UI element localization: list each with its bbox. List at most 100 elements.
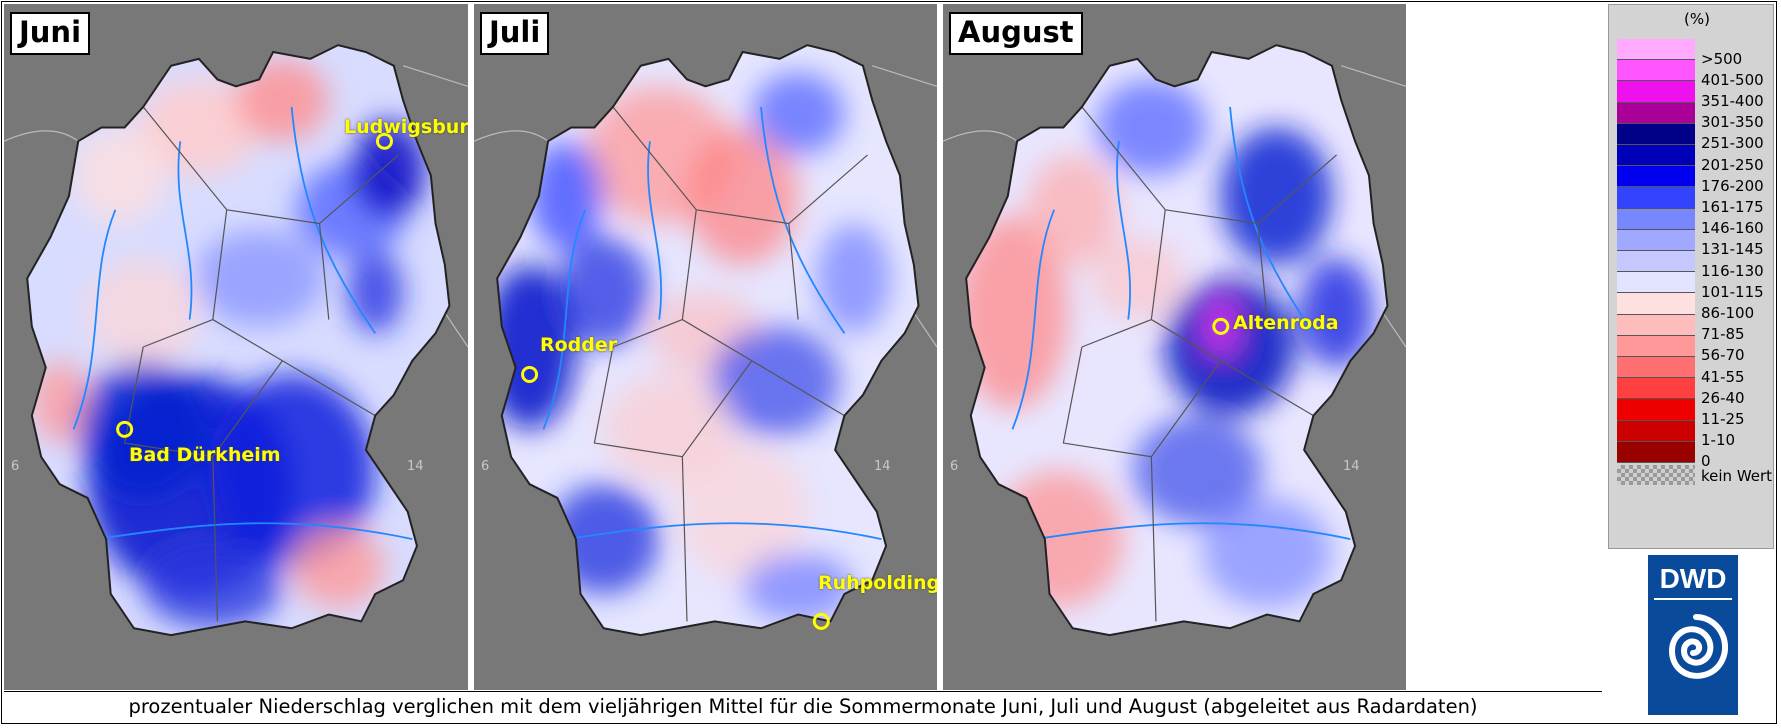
anomaly-region <box>73 127 167 224</box>
legend-label: 351-400 <box>1701 91 1764 110</box>
longitude-label: 6 <box>950 459 959 474</box>
legend-class: 86-100 <box>1613 293 1771 322</box>
legend-label: 56-70 <box>1701 346 1745 365</box>
legend-no-data: kein Wert <box>1613 465 1772 489</box>
anomaly-region <box>1091 237 1184 320</box>
river <box>1011 106 1351 540</box>
place-label-bad-duerkheim: Bad Dürkheim <box>129 444 281 466</box>
legend-swatch <box>1617 378 1695 400</box>
location-marker <box>116 420 134 438</box>
legend-label: 176-200 <box>1701 176 1764 195</box>
anomaly-region <box>208 374 376 567</box>
anomaly-region <box>1299 257 1374 368</box>
legend-swatch <box>1617 102 1695 124</box>
anomaly-region <box>603 374 734 485</box>
longitude-label: 14 <box>1343 459 1360 474</box>
legend-swatch <box>1617 145 1695 167</box>
anomaly-region <box>529 141 604 251</box>
dwd-logo: DWD <box>1648 555 1738 715</box>
legend-swatch <box>1617 441 1695 463</box>
legend-swatch <box>1617 187 1695 209</box>
neighbour-border <box>943 65 1406 348</box>
anomaly-region <box>710 326 840 437</box>
legend-label: 131-145 <box>1701 240 1764 259</box>
longitude-label: 6 <box>481 459 490 474</box>
map-panel-juni: Juni Ludwigsburg Bad Dürkheim 6 14 <box>4 4 468 690</box>
country-border <box>965 44 1389 637</box>
legend-label: 11-25 <box>1701 409 1745 428</box>
legend-label: 41-55 <box>1701 367 1745 386</box>
anomaly-region <box>548 484 660 594</box>
anomaly-region <box>1132 415 1263 526</box>
state-border <box>593 106 868 622</box>
anomaly-region <box>87 257 199 368</box>
anomaly-region <box>194 230 325 327</box>
precipitation-map-juli <box>474 44 937 637</box>
legend-swatch <box>1617 60 1695 82</box>
place-label-rodder: Rodder <box>540 334 618 356</box>
legend-class: 201-250 <box>1613 145 1771 174</box>
legend-class: 0 <box>1613 441 1771 470</box>
germany-area <box>27 45 450 636</box>
legend-label: 86-100 <box>1701 303 1755 322</box>
anomaly-region <box>1026 154 1119 265</box>
legend-swatch <box>1617 229 1695 251</box>
legend-swatch <box>1617 208 1695 230</box>
longitude-label: 6 <box>11 459 20 474</box>
legend-label: 251-300 <box>1701 134 1764 153</box>
svg-text:DWD: DWD <box>1660 563 1727 594</box>
month-label: August <box>949 12 1083 55</box>
anomaly-region <box>1206 298 1235 354</box>
legend-class: 351-400 <box>1613 81 1771 110</box>
anomaly-region <box>1165 278 1295 416</box>
country-border <box>26 44 451 637</box>
legend-class: 146-160 <box>1613 208 1771 237</box>
legend-class: 251-300 <box>1613 123 1771 152</box>
legend-label: 401-500 <box>1701 70 1764 89</box>
river <box>542 106 882 540</box>
anomaly-region <box>1202 497 1332 608</box>
legend-swatch <box>1617 272 1695 294</box>
month-label: Juli <box>480 12 550 55</box>
legend-class: 26-40 <box>1613 378 1771 407</box>
germany-area <box>966 45 1388 636</box>
anomaly-region <box>291 525 385 608</box>
color-legend: (%) >500 401-500 351-400 301-350 251-300 201-… <box>1608 4 1774 549</box>
legend-class: 11-25 <box>1613 399 1771 428</box>
place-label-ruhpolding: Ruhpolding <box>818 572 937 594</box>
legend-swatch-no-data <box>1617 465 1695 485</box>
legend-swatch <box>1617 314 1695 336</box>
legend-label: 201-250 <box>1701 155 1764 174</box>
map-panel-juli: Juli Rodder Ruhpolding 6 14 <box>474 4 937 690</box>
location-marker <box>521 365 539 383</box>
legend-class: 176-200 <box>1613 166 1771 195</box>
legend-label: 161-175 <box>1701 197 1764 216</box>
river <box>72 106 413 540</box>
legend-class: >500 <box>1613 39 1771 68</box>
legend-swatch <box>1617 123 1695 145</box>
legend-label: 146-160 <box>1701 219 1764 238</box>
legend-class: 101-115 <box>1613 272 1771 301</box>
anomaly-region <box>557 237 650 347</box>
place-label-ludwigsburg: Ludwigsburg <box>344 116 468 138</box>
location-marker <box>375 132 393 150</box>
location-marker <box>1212 317 1230 335</box>
anomaly-region <box>138 79 260 176</box>
anomaly-region <box>751 72 845 155</box>
anomaly-region <box>143 545 283 629</box>
legend-unit: (%) <box>1684 10 1710 28</box>
neighbour-border <box>474 65 937 348</box>
neighbour-border <box>4 65 468 348</box>
legend-label: 0 <box>1701 452 1711 471</box>
legend-swatch <box>1617 293 1695 315</box>
legend-class: 41-55 <box>1613 357 1771 386</box>
place-label-altenroda: Altenroda <box>1233 312 1339 334</box>
country-border <box>496 44 920 637</box>
anomaly-region <box>31 360 88 444</box>
state-border <box>1062 106 1337 622</box>
legend-swatch <box>1617 251 1695 273</box>
legend-swatch <box>1617 335 1695 357</box>
figure-caption: prozentualer Niederschlag verglichen mit… <box>4 691 1602 722</box>
legend-swatch <box>1617 39 1695 61</box>
anomaly-region <box>236 58 329 142</box>
